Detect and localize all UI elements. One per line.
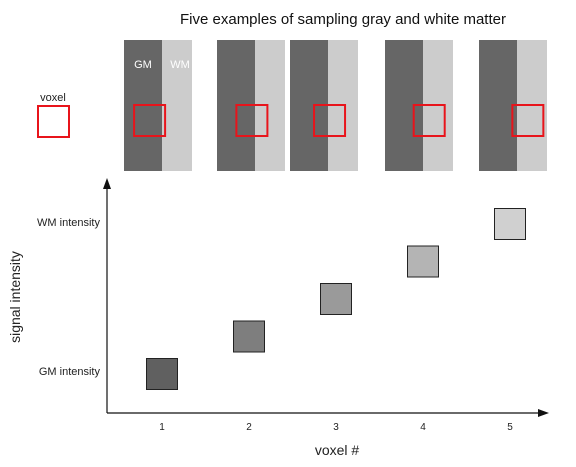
x-axis-label: voxel # bbox=[315, 442, 360, 458]
x-axis-arrow bbox=[538, 409, 549, 417]
voxel-legend-square bbox=[37, 105, 70, 138]
data-marks bbox=[146, 208, 526, 390]
x-tick-3: 3 bbox=[333, 422, 339, 433]
y-axis-label: signal intensity bbox=[7, 251, 23, 343]
voxel-square-3 bbox=[313, 104, 347, 137]
x-tick-1: 1 bbox=[159, 422, 165, 433]
sampling-panels: GM WM bbox=[124, 40, 547, 171]
wm-label: WM bbox=[170, 59, 190, 71]
x-tick-5: 5 bbox=[507, 422, 513, 433]
voxel-square-5 bbox=[511, 104, 545, 137]
x-tick-4: 4 bbox=[420, 422, 426, 433]
sampling-panel-4 bbox=[385, 40, 453, 171]
data-point-3 bbox=[320, 283, 352, 315]
voxel-label: voxel bbox=[40, 92, 66, 104]
voxel-square-2 bbox=[235, 104, 269, 137]
x-tick-labels: 1 2 3 4 5 bbox=[159, 422, 513, 433]
sampling-panel-1: GM WM bbox=[124, 40, 192, 171]
diagram-title: Five examples of sampling gray and white… bbox=[180, 11, 506, 28]
gm-label: GM bbox=[134, 59, 152, 71]
gray-matter-region bbox=[479, 40, 517, 171]
data-point-1 bbox=[146, 358, 178, 390]
voxel-square-1 bbox=[133, 104, 167, 137]
sampling-panel-3 bbox=[290, 40, 358, 171]
x-tick-2: 2 bbox=[246, 422, 252, 433]
sampling-panel-2 bbox=[217, 40, 285, 171]
data-point-4 bbox=[407, 245, 439, 278]
y-tick-wm-intensity: WM intensity bbox=[37, 217, 100, 229]
y-axis-arrow bbox=[103, 178, 111, 189]
data-point-2 bbox=[233, 320, 265, 353]
data-point-5 bbox=[494, 208, 526, 240]
voxel-square-4 bbox=[412, 104, 446, 137]
sampling-panel-5 bbox=[479, 40, 547, 171]
y-tick-gm-intensity: GM intensity bbox=[39, 366, 101, 378]
